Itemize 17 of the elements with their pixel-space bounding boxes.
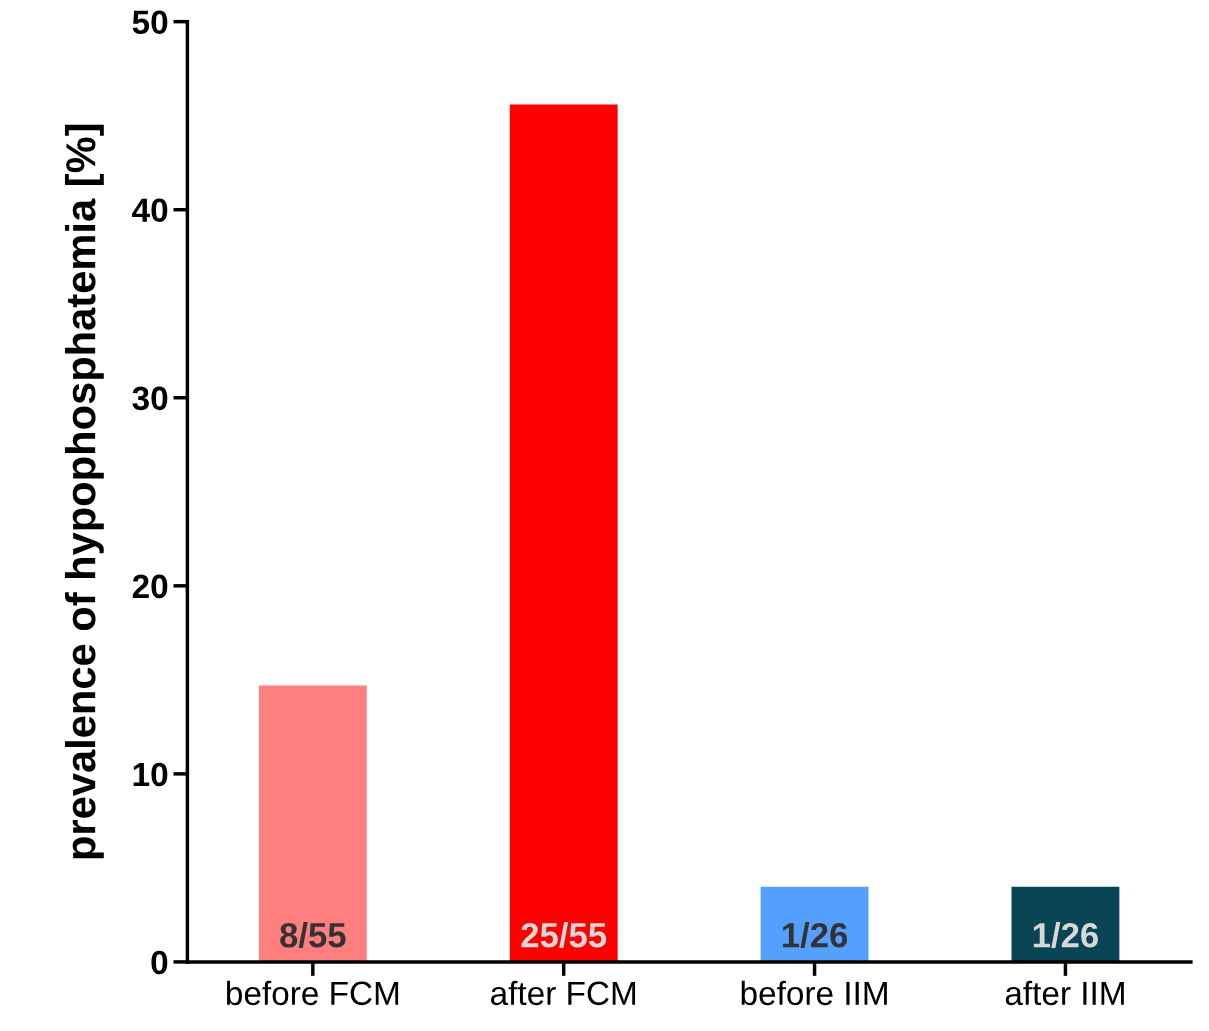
y-tick-label: 10: [133, 762, 168, 787]
bar: [509, 104, 618, 962]
y-axis-title: prevalence of hypophosphatemia [%]: [64, 124, 104, 859]
data-label: 25/55: [521, 922, 607, 948]
y-tick-label: 40: [132, 198, 168, 223]
x-tick-label: before IIM: [741, 980, 887, 1006]
y-tick-label: 0: [151, 950, 168, 975]
data-label: 1/26: [782, 922, 848, 948]
x-tick-label: after IIM: [1005, 980, 1124, 1006]
bar: [258, 685, 367, 962]
x-tick-label: before FCM: [227, 980, 399, 1006]
y-tick-label: 20: [132, 574, 168, 599]
y-tick-label: 30: [132, 386, 168, 411]
data-label: 1/26: [1033, 922, 1098, 948]
y-tick-label: 50: [132, 10, 168, 35]
x-tick-label: after FCM: [491, 980, 636, 1006]
data-label: 8/55: [280, 922, 346, 948]
